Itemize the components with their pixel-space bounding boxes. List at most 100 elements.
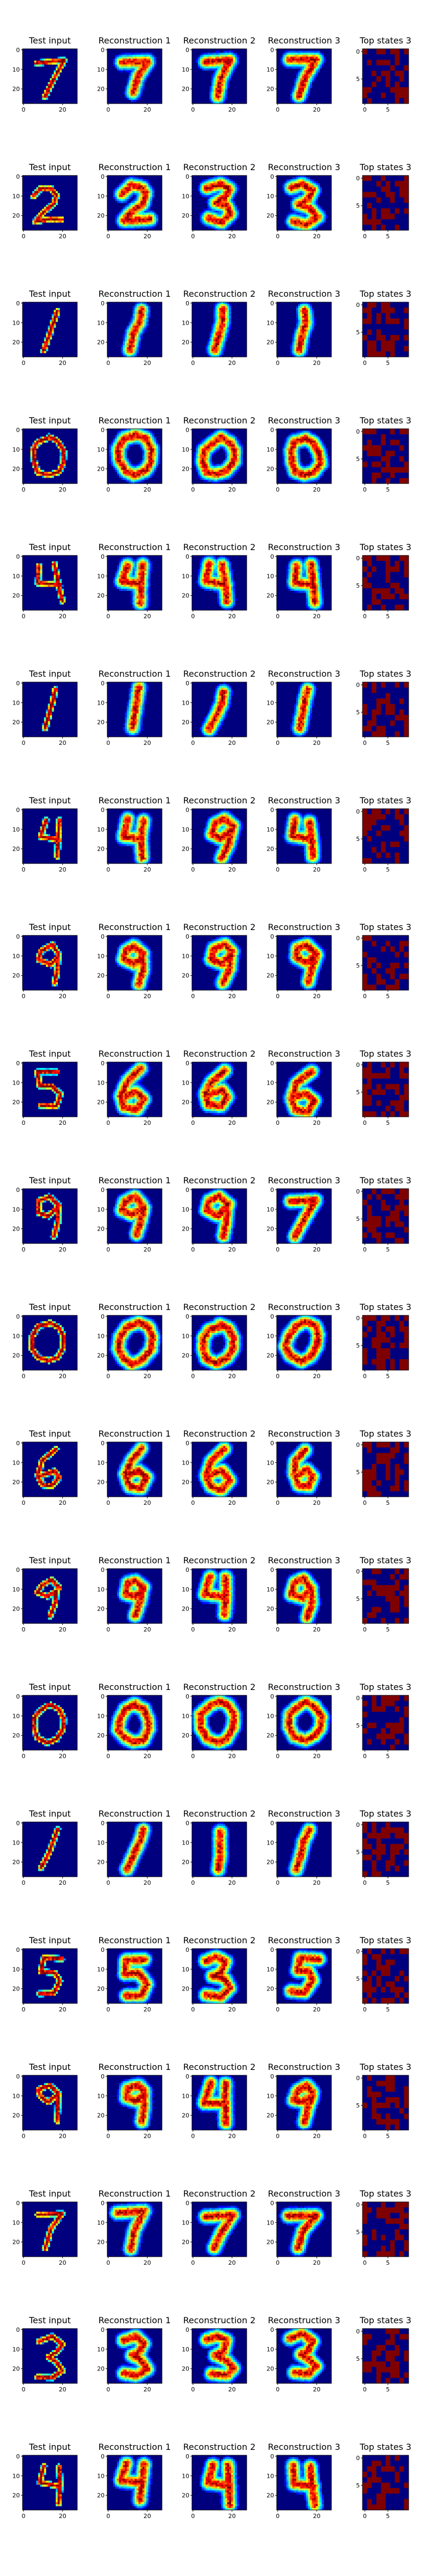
reconstruction-image [192,1695,247,1750]
panel-title: Reconstruction 3 [268,1555,340,1565]
panel-title: Reconstruction 2 [183,1175,255,1185]
reconstruction-image [107,302,162,357]
x-tick-label: 0 [106,1879,110,1886]
x-tick-label: 20 [228,993,236,1000]
x-tick-label: 20 [59,740,66,747]
reconstruction-image [192,1949,247,2003]
y-tick-label: 0 [16,1060,20,1067]
reconstruction-image [277,935,331,990]
y-tick-label: 10 [267,193,274,200]
y-tick-label: 0 [101,1820,105,1827]
x-tick-label: 0 [276,1626,279,1633]
y-tick-label: 20 [12,2492,20,2499]
reconstruction-image [107,2329,162,2383]
top-states-grid [363,2202,409,2257]
y-tick-label: 0 [356,682,360,689]
y-tick-label: 0 [101,2326,105,2333]
x-tick-label: 0 [363,2006,367,2013]
x-tick-label: 0 [363,993,367,1000]
x-tick-label: 20 [313,2006,321,2013]
panel-title: Test input [28,2442,71,2452]
test-input-image [23,809,77,863]
x-tick-label: 20 [144,1879,151,1886]
reconstruction-image [192,935,247,990]
y-tick-label: 0 [186,807,189,814]
y-tick-label: 20 [12,592,20,599]
panel-title: Reconstruction 1 [98,2189,171,2199]
y-tick-label: 10 [267,1713,274,1719]
x-tick-label: 20 [228,1373,236,1380]
panel-title: Top states 3 [359,1175,411,1185]
top-states-grid [363,1315,409,1370]
reconstruction-image [277,2202,331,2257]
x-tick-label: 0 [276,613,279,620]
x-tick-label: 0 [191,360,195,367]
top-states-grid [363,429,409,484]
top-states-grid [363,1062,409,1117]
reconstruction-image [107,1062,162,1117]
y-tick-label: 20 [267,592,274,599]
x-tick-label: 5 [386,1879,390,1886]
y-tick-label: 20 [267,1479,274,1486]
top-states-grid [363,682,409,737]
y-tick-label: 20 [97,2366,105,2373]
y-tick-label: 20 [12,213,20,219]
x-tick-label: 20 [228,740,236,747]
y-tick-label: 5 [356,1849,360,1856]
x-tick-label: 0 [363,1373,367,1380]
test-input-image [23,1822,77,1877]
panel-title: Reconstruction 3 [268,1302,340,1312]
y-tick-label: 10 [182,1713,189,1719]
x-tick-label: 20 [144,1499,151,1506]
panel-title: Reconstruction 3 [268,922,340,932]
y-tick-label: 0 [16,933,20,940]
y-tick-label: 0 [270,2453,274,2460]
y-tick-label: 20 [12,846,20,853]
y-tick-label: 20 [12,1352,20,1359]
y-tick-label: 10 [267,2092,274,2099]
y-tick-label: 0 [356,555,360,562]
reconstruction-image [192,2329,247,2383]
reconstruction-image [107,1569,162,1623]
y-tick-label: 5 [356,456,360,463]
y-tick-label: 10 [97,1839,105,1846]
panel-title: Reconstruction 1 [98,1175,171,1185]
y-tick-label: 0 [16,1946,20,1953]
test-input-image [23,1949,77,2003]
test-input-image [23,49,77,104]
y-tick-label: 5 [356,2355,360,2362]
y-tick-label: 20 [97,86,105,93]
x-tick-label: 20 [228,486,236,493]
x-tick-label: 20 [144,1753,151,1760]
panel-title: Reconstruction 2 [183,2189,255,2199]
y-tick-label: 0 [16,2326,20,2333]
x-tick-label: 0 [191,1626,195,1633]
x-tick-label: 20 [59,2513,66,2520]
x-tick-label: 0 [363,1753,367,1760]
y-tick-label: 0 [186,427,189,434]
x-tick-label: 5 [386,2259,390,2266]
x-tick-label: 20 [313,360,321,367]
y-tick-label: 10 [12,1459,20,1466]
y-tick-label: 20 [97,213,105,219]
panel-title: Reconstruction 2 [183,2062,255,2072]
x-tick-label: 0 [363,2259,367,2266]
x-tick-label: 20 [313,2133,321,2140]
y-tick-label: 20 [97,1352,105,1359]
y-tick-label: 20 [182,466,189,473]
y-tick-label: 10 [182,66,189,73]
y-tick-label: 5 [356,1722,360,1729]
y-tick-label: 10 [12,66,20,73]
y-tick-label: 5 [356,1596,360,1602]
panel-title: Test input [28,1935,71,1945]
reconstruction-image [192,2455,247,2510]
x-tick-label: 0 [21,2133,25,2140]
y-tick-label: 20 [97,972,105,979]
x-tick-label: 20 [59,1626,66,1633]
reconstruction-image [107,2202,162,2257]
test-input-image [23,2075,77,2130]
x-tick-label: 20 [313,740,321,747]
panel-title: Reconstruction 3 [268,2062,340,2072]
test-input-image [23,935,77,990]
x-tick-label: 20 [228,2006,236,2013]
